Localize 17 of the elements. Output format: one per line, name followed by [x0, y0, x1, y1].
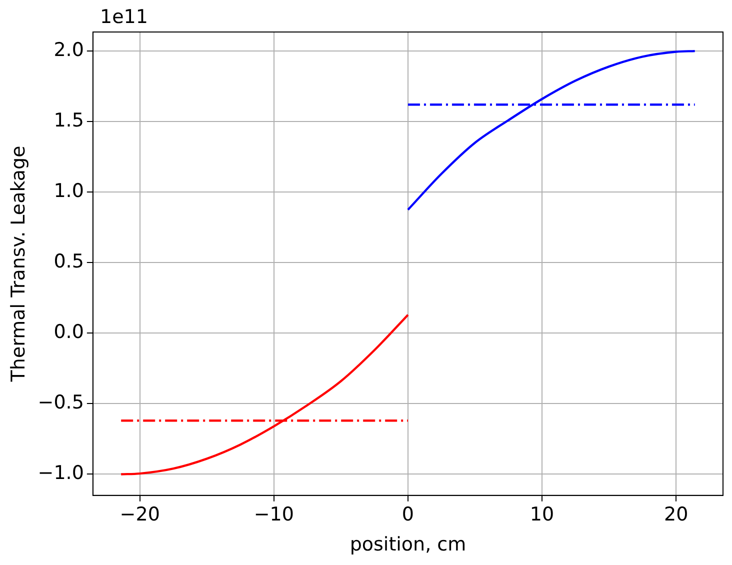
y-tick-label: 0.0	[54, 321, 84, 344]
line-series	[406, 50, 696, 211]
y-axis-title: Thermal Transv. Leakage	[7, 146, 30, 383]
y-tick-label: 1.0	[54, 180, 84, 202]
y-tick-label: 0.5	[54, 250, 84, 273]
x-tick-label: 0	[402, 504, 414, 526]
x-tick-label: −10	[254, 504, 294, 526]
line-series	[120, 314, 410, 476]
x-tick-label: 20	[664, 504, 688, 526]
x-axis-title: position, cm	[350, 534, 466, 556]
y-tick-label: −1.0	[38, 462, 84, 484]
y-tick-label: 2.0	[54, 38, 84, 61]
x-tick-label: −20	[120, 504, 160, 526]
text: 1e11	[100, 6, 148, 28]
y-tick-label: 1.5	[54, 110, 84, 132]
x-tick-label: 10	[530, 504, 554, 526]
y-tick-label: −0.5	[38, 392, 84, 414]
